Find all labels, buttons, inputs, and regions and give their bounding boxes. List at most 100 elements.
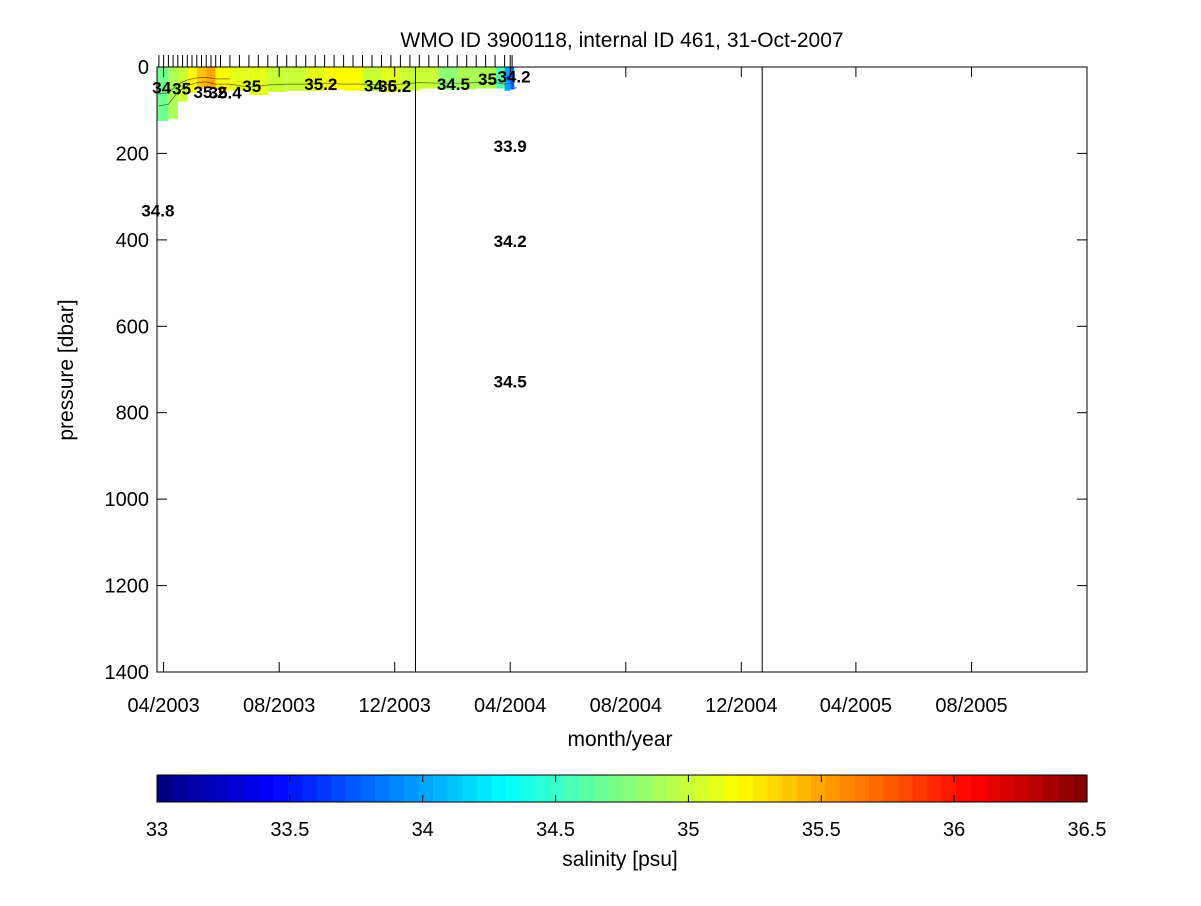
axes-layer: 0 200 400 600 800 1000 1200 1400 04/2003 08/2003 1… bbox=[105, 57, 1088, 717]
contour-line bbox=[508, 80, 513, 83]
colorbar-layer: 33 33.5 34 34.5 35 35.5 36 36.5 bbox=[146, 774, 1107, 841]
colorbar-swatch bbox=[1057, 775, 1074, 802]
colorbar-swatch bbox=[810, 775, 827, 802]
salinity-cell bbox=[438, 67, 458, 90]
salinity-cell bbox=[157, 67, 169, 121]
salinity-cell bbox=[457, 67, 477, 90]
colorbar-swatch bbox=[912, 775, 928, 802]
colorbar-swatch bbox=[941, 775, 957, 802]
colorbar-label: salinity [psu] bbox=[562, 848, 678, 871]
colorbar-swatch bbox=[520, 775, 536, 802]
colorbar-swatch bbox=[956, 775, 972, 802]
contour-label: 35.2 bbox=[378, 77, 411, 96]
colorbar-swatch bbox=[607, 775, 623, 802]
x-tick-label: 04/2003 bbox=[127, 695, 199, 717]
colorbar-swatch bbox=[200, 775, 216, 802]
colorbar-swatch bbox=[825, 775, 841, 802]
contour-line bbox=[504, 77, 513, 79]
colorbar-swatch bbox=[1014, 775, 1030, 802]
contour-label: 33.9 bbox=[494, 137, 527, 156]
contour-line bbox=[511, 85, 515, 88]
colorbar-swatch bbox=[680, 775, 696, 802]
y-tick-label: 600 bbox=[116, 316, 149, 338]
colorbar-swatch bbox=[839, 775, 856, 802]
colorbar-swatch bbox=[999, 775, 1015, 802]
salinity-cell bbox=[168, 67, 178, 119]
contour-line bbox=[512, 87, 517, 89]
contour-labels-layer: 34.833.934.234.535 35.2 35.2 34.534 35 35.235… bbox=[141, 68, 530, 392]
colorbar-swatch bbox=[404, 775, 420, 802]
contour-label: 34.2 bbox=[497, 68, 530, 87]
x-tick-label: 12/2003 bbox=[359, 695, 431, 717]
contour-label: 35.4 bbox=[209, 84, 243, 103]
y-tick-label: 1000 bbox=[105, 489, 150, 511]
colorbar-swatch bbox=[258, 775, 274, 802]
colorbar-swatch bbox=[433, 775, 449, 802]
colorbar-tick-label: 34.5 bbox=[536, 819, 575, 841]
contour-line bbox=[510, 82, 513, 84]
salinity-cell bbox=[187, 67, 197, 93]
colorbar-swatch bbox=[898, 775, 914, 802]
profile-ticks-layer bbox=[158, 55, 513, 67]
x-tick-label: 08/2004 bbox=[590, 695, 662, 717]
colorbar-tick-label: 33.5 bbox=[270, 819, 309, 841]
contour-label: 34.8 bbox=[141, 202, 174, 221]
salinity-cell bbox=[381, 67, 401, 93]
contour-label: 34.5 bbox=[494, 372, 527, 391]
colorbar-swatch bbox=[1043, 775, 1059, 802]
x-tick-label: 04/2005 bbox=[820, 695, 892, 717]
salinity-cell bbox=[495, 67, 505, 89]
colorbar-swatch bbox=[302, 775, 318, 802]
contour-label: 34.6 bbox=[364, 76, 397, 95]
contour-line bbox=[511, 84, 514, 86]
contour-label: 34 bbox=[152, 78, 171, 97]
contour-line bbox=[158, 77, 230, 95]
y-tick-label: 400 bbox=[116, 230, 149, 252]
colorbar-swatch bbox=[171, 775, 187, 802]
salinity-cell bbox=[305, 67, 325, 91]
colorbar-swatch bbox=[374, 775, 391, 802]
colorbar-tick-label: 35.5 bbox=[802, 819, 841, 841]
colorbar-swatch bbox=[345, 775, 362, 802]
x-tick-label: 08/2005 bbox=[935, 695, 1007, 717]
y-tick-label: 800 bbox=[116, 403, 149, 425]
colorbar-swatch bbox=[215, 775, 231, 802]
colorbar-swatch bbox=[883, 775, 899, 802]
x-axis-label: month/year bbox=[567, 728, 672, 751]
colorbar-swatch bbox=[869, 775, 885, 802]
salinity-cell bbox=[248, 67, 268, 96]
x-tick-label: 12/2004 bbox=[705, 695, 777, 717]
colorbar-swatch bbox=[331, 775, 347, 802]
x-tick-label: 04/2004 bbox=[474, 695, 546, 717]
contour-lines-layer bbox=[158, 75, 517, 107]
colorbar-tick-label: 35 bbox=[677, 819, 699, 841]
colorbar-swatch bbox=[418, 775, 434, 802]
colorbar-tick-label: 36.5 bbox=[1068, 819, 1107, 841]
contour-line bbox=[506, 78, 513, 81]
colorbar-tick-label: 33 bbox=[146, 819, 168, 841]
colorbar-swatch bbox=[1072, 775, 1088, 802]
salinity-cell bbox=[510, 67, 515, 90]
colorbar-swatch bbox=[273, 775, 289, 802]
contour-label: 35 bbox=[172, 80, 191, 99]
colorbar-swatch bbox=[665, 775, 681, 802]
contour-label: 34.5 bbox=[437, 75, 470, 94]
colorbar-swatch bbox=[767, 775, 783, 802]
salinity-cell bbox=[177, 67, 188, 102]
colorbar-swatch bbox=[970, 775, 986, 802]
contour-label: 35 bbox=[242, 77, 261, 96]
contour-label: 34.2 bbox=[494, 232, 527, 251]
vertical-lines-layer bbox=[415, 67, 763, 672]
contour-label: 35.2 bbox=[304, 75, 337, 94]
colorbar-swatch bbox=[927, 775, 943, 802]
colorbar-frame bbox=[156, 774, 1088, 803]
contour-line bbox=[158, 81, 511, 107]
colorbar-swatch bbox=[854, 775, 870, 802]
y-tick-label: 200 bbox=[116, 143, 149, 165]
colorbar-swatch bbox=[447, 775, 463, 802]
salinity-cell bbox=[476, 67, 496, 89]
colorbar-swatch bbox=[244, 775, 260, 802]
salinity-cell bbox=[206, 67, 216, 88]
